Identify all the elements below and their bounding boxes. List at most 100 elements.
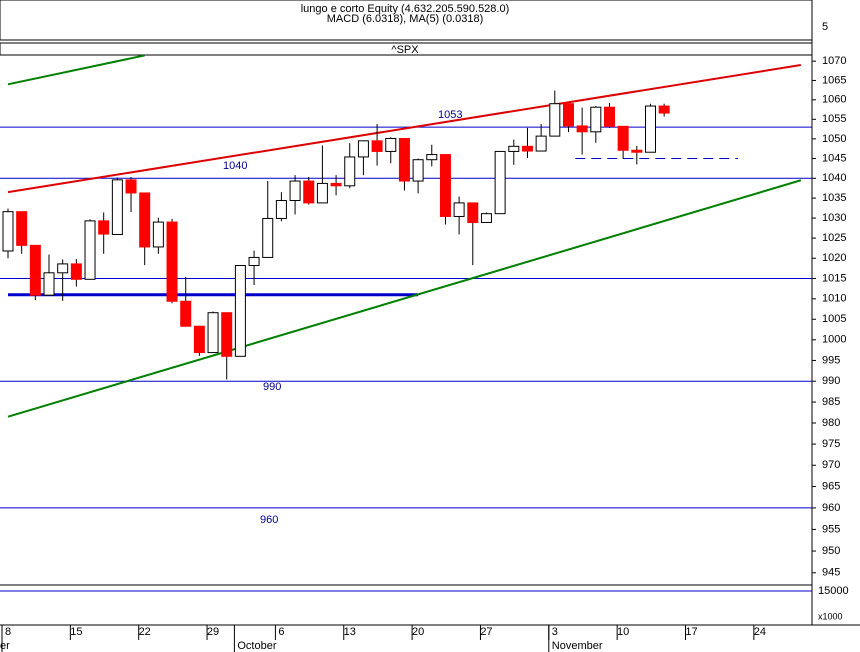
trendline: [7, 64, 802, 194]
y-tick-label: 1055: [822, 113, 846, 125]
x-tick-label: 3: [552, 626, 558, 638]
y-tick-label: 1015: [822, 272, 846, 284]
candle-body: [70, 263, 82, 280]
candle-body: [152, 221, 164, 248]
candle-body: [562, 103, 574, 127]
y-tick-label: 1070: [822, 55, 846, 67]
x-tick-label: 6: [278, 626, 284, 638]
y-tick-label: 1025: [822, 232, 846, 244]
candle-body: [508, 145, 520, 152]
y-tick-label: 945: [822, 567, 840, 579]
candle-body: [316, 182, 328, 204]
candle-body: [180, 300, 192, 327]
candle-body: [207, 312, 219, 354]
y-tick-label: 975: [822, 438, 840, 450]
candle-body: [29, 244, 41, 296]
x-tick-label: 13: [344, 626, 356, 638]
x-tick-label: 17: [685, 626, 697, 638]
trendline: [7, 179, 802, 418]
y-tick-label: 1000: [822, 334, 846, 346]
candle-body: [193, 325, 205, 354]
y-tick-label: 990: [822, 375, 840, 387]
candle-body: [590, 106, 602, 133]
candle-body: [617, 125, 629, 151]
x-tick-label: 22: [139, 626, 151, 638]
trendline: [7, 55, 145, 86]
candle-body: [467, 202, 479, 223]
x-tick-label: 10: [617, 626, 629, 638]
candle-body: [303, 180, 315, 204]
y-tick-label: 960: [822, 502, 840, 514]
candle-body: [480, 213, 492, 223]
candle-body: [43, 272, 55, 296]
candle-body: [330, 182, 342, 187]
candle-body: [2, 211, 14, 252]
x-tick-label: 27: [480, 626, 492, 638]
candle-body: [631, 149, 643, 153]
candle-body: [644, 105, 656, 153]
level-label: 1053: [438, 109, 462, 121]
candle-body: [166, 221, 178, 302]
candle-body: [535, 135, 547, 152]
y-tick-label: 950: [822, 545, 840, 557]
candle-body: [603, 106, 615, 127]
candle-body: [371, 140, 383, 152]
candle-body: [16, 211, 28, 246]
candle-body: [549, 103, 561, 137]
candle-body: [494, 150, 506, 215]
y-tick-label: 985: [822, 396, 840, 408]
x-tick-label: 8: [5, 626, 11, 638]
y-tick-label: 995: [822, 354, 840, 366]
x-tick-label: 24: [754, 626, 766, 638]
month-label: November: [552, 640, 603, 652]
y-tick-label: 970: [822, 459, 840, 471]
candle-body: [426, 154, 438, 161]
y-tick-label: 1060: [822, 94, 846, 106]
candle-body: [275, 200, 287, 219]
month-label: October: [237, 640, 276, 652]
level-label: 990: [263, 381, 281, 393]
candle-body: [221, 312, 233, 357]
candle-body: [521, 145, 533, 152]
y-tick-label: 1040: [822, 172, 846, 184]
y-tick-label: 1065: [822, 74, 846, 86]
candle-body: [344, 156, 356, 187]
candle-body: [139, 192, 151, 248]
candle-body: [289, 180, 301, 202]
top-panel-line: lungo e corto Equity (4.632.205.590.528.…: [301, 3, 510, 15]
level-label: 1040: [223, 160, 247, 172]
candle-body: [357, 140, 369, 158]
candle-body: [385, 137, 397, 152]
candle-body: [412, 159, 424, 182]
y-tick-label: 980: [822, 417, 840, 429]
candle-body: [234, 265, 246, 357]
chart-title: ^SPX: [391, 44, 419, 56]
candle-body: [453, 202, 465, 217]
candle-body: [57, 263, 69, 274]
top-panel-line: MACD (6.0318), MA(5) (0.0318): [327, 13, 484, 25]
y-tick-label: 955: [822, 523, 840, 535]
y-tick-label: 1005: [822, 313, 846, 325]
candle-body: [125, 179, 137, 194]
candle-body: [98, 220, 110, 235]
candle-body: [84, 220, 96, 280]
y-tick-label: 1035: [822, 192, 846, 204]
y-tick-label: 1050: [822, 133, 846, 145]
candle-body: [658, 105, 670, 114]
candle-body: [398, 137, 410, 182]
y-tick-label: 1020: [822, 252, 846, 264]
top-panel-tick: 5: [822, 21, 828, 33]
y-tick-label: 965: [822, 480, 840, 492]
y-tick-label: 1030: [822, 212, 846, 224]
y-tick-label: 1010: [822, 293, 846, 305]
candle-body: [576, 125, 588, 133]
x-tick-label: 20: [412, 626, 424, 638]
bottom-panel-unit: x1000: [818, 611, 843, 621]
x-tick-label: 15: [70, 626, 82, 638]
month-label: er: [0, 640, 10, 652]
candle-body: [111, 179, 123, 235]
plot-area: [0, 55, 812, 509]
candle-body: [262, 217, 274, 258]
